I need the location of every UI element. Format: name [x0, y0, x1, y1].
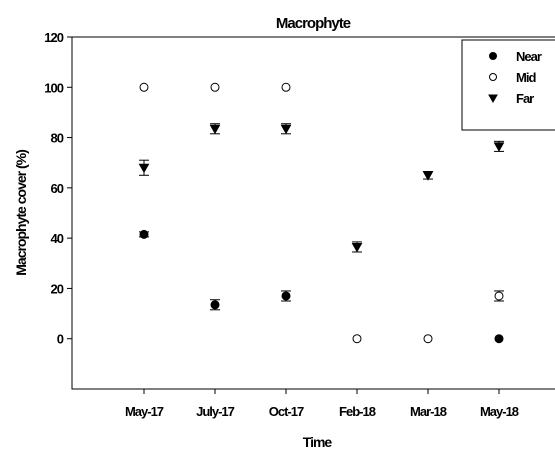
point-mid: [423, 334, 433, 344]
point-mid: [281, 82, 291, 92]
y-tick-label: 0: [57, 332, 64, 347]
x-tick-label: July-17: [196, 404, 235, 419]
point-far: [138, 163, 150, 174]
point-far: [422, 171, 434, 181]
point-near: [210, 300, 220, 310]
legend-label: Far: [516, 91, 534, 106]
y-tick-label: 40: [51, 231, 64, 246]
legend-marker: [489, 73, 497, 81]
y-tick-label: 80: [51, 131, 64, 146]
point-mid: [210, 82, 220, 92]
legend: Near Mid Far: [461, 39, 555, 131]
x-tick-label: May-17: [125, 404, 164, 419]
point-far: [280, 124, 292, 135]
plot-frame: [71, 36, 555, 390]
point-mid: [352, 334, 362, 344]
legend-label: Near: [516, 49, 542, 64]
y-axis-title: Macrophyte cover (%): [13, 150, 29, 276]
x-tick-label: Oct-17: [269, 404, 304, 419]
point-far: [209, 124, 221, 135]
y-tick-label: 20: [51, 281, 64, 296]
y-tick-label: 120: [44, 30, 63, 45]
y-tick-label: 60: [51, 181, 64, 196]
y-tick-label: 100: [44, 80, 63, 95]
point-near: [139, 229, 149, 239]
chart-title: Macrophyte: [276, 15, 351, 32]
x-tick-label: Feb-18: [339, 404, 376, 419]
point-far: [493, 142, 505, 152]
x-tick-label: May-18: [480, 404, 519, 419]
point-near: [494, 334, 504, 344]
x-tick-label: Mar-18: [410, 404, 447, 419]
x-axis-title: Time: [303, 434, 333, 450]
legend-label: Mid: [516, 70, 536, 85]
point-mid: [139, 82, 149, 92]
legend-marker: [489, 52, 497, 60]
point-near: [281, 291, 291, 301]
legend-marker: [488, 94, 498, 104]
legend-box: [461, 39, 555, 131]
point-mid: [494, 291, 504, 301]
data-marks: [138, 82, 505, 344]
x-axis: May-17 July-17 Oct-17 Feb-18 Mar-18 May-18: [125, 389, 520, 419]
y-axis: 0 20 40 60 80 100 120: [44, 30, 72, 347]
point-far: [351, 242, 363, 253]
